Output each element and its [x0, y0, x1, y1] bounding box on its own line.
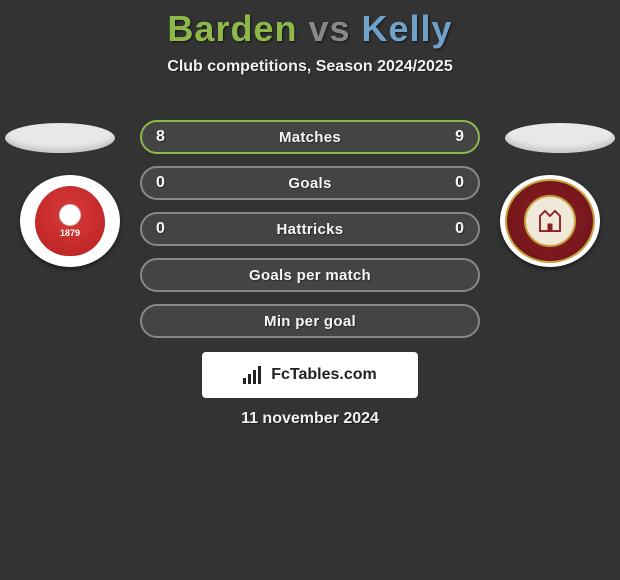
stat-left-value: 0: [156, 174, 186, 192]
stat-label: Goals: [288, 175, 331, 192]
player1-club-badge: 1879: [20, 175, 120, 267]
stat-row-hattricks: 0 Hattricks 0: [140, 212, 480, 246]
stat-left-value: 0: [156, 220, 186, 238]
stat-row-min-per-goal: Min per goal: [140, 304, 480, 338]
comparison-title: Barden vs Kelly: [0, 0, 620, 50]
stat-right-value: 0: [434, 220, 464, 238]
stat-row-goals: 0 Goals 0: [140, 166, 480, 200]
brand-watermark[interactable]: FcTables.com: [202, 352, 418, 398]
vs-label: vs: [308, 8, 350, 49]
stat-label: Matches: [279, 129, 341, 146]
stat-row-goals-per-match: Goals per match: [140, 258, 480, 292]
stat-right-value: 0: [434, 174, 464, 192]
player2-name: Kelly: [362, 8, 453, 49]
badge-year: 1879: [60, 228, 80, 238]
stat-label: Hattricks: [277, 221, 344, 238]
player1-silhouette: [5, 123, 115, 153]
brand-text: FcTables.com: [271, 366, 377, 384]
ball-icon: [59, 204, 81, 226]
crest-icon: [535, 206, 565, 236]
stats-column: 8 Matches 9 0 Goals 0 0 Hattricks 0 Goal…: [140, 120, 480, 350]
season-subtitle: Club competitions, Season 2024/2025: [0, 58, 620, 76]
stat-left-value: 8: [156, 128, 186, 146]
stat-row-matches: 8 Matches 9: [140, 120, 480, 154]
fctables-logo-icon: [243, 366, 265, 384]
player1-name: Barden: [167, 8, 297, 49]
date-label: 11 november 2024: [241, 410, 379, 428]
player2-silhouette: [505, 123, 615, 153]
stat-label: Goals per match: [249, 267, 371, 284]
stat-right-value: 9: [434, 128, 464, 146]
player2-club-badge: [500, 175, 600, 267]
stat-label: Min per goal: [264, 313, 356, 330]
